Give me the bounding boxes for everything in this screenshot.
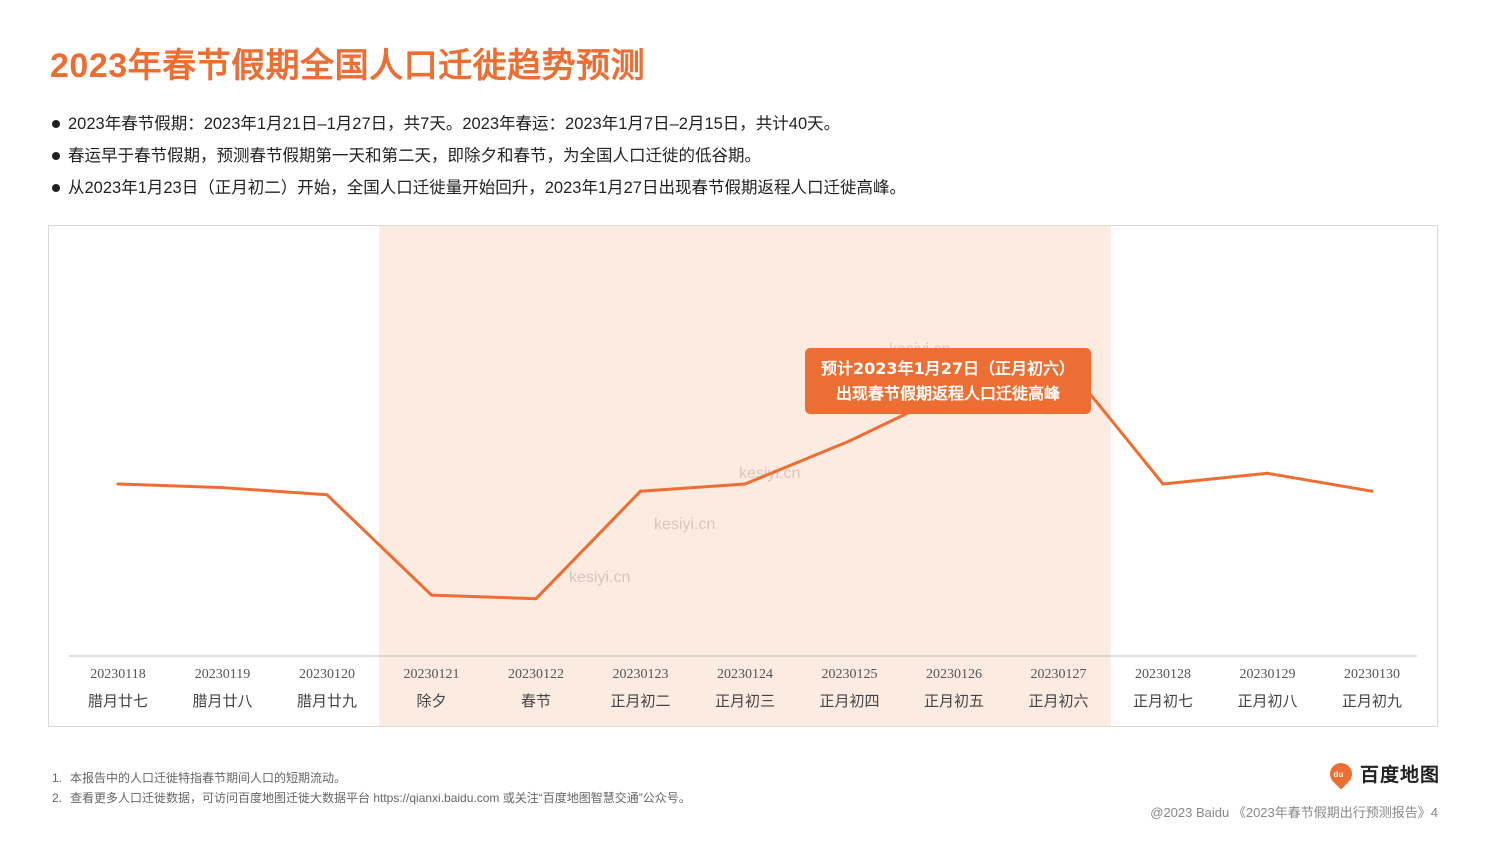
bullet-text: 春运早于春节假期，预测春节假期第一天和第二天，即除夕和春节，为全国人口迁徙的低谷…	[68, 147, 761, 165]
footnote-text: 本报告中的人口迁徙特指春节期间人口的短期流动。	[70, 771, 347, 785]
footnotes: 1. 本报告中的人口迁徙特指春节期间人口的短期流动。 2. 查看更多人口迁徙数据，可…	[52, 768, 691, 808]
baidu-map-logo: du 百度地图	[1325, 757, 1441, 790]
data-point	[848, 439, 851, 443]
holiday-highlight-band	[379, 226, 1111, 726]
x-tick-label-lunar: 正月初八	[1237, 692, 1297, 710]
logo-text: 百度地图	[1360, 765, 1441, 786]
bullet-item: 春运早于春节假期，预测春节假期第一天和第二天，即除夕和春节，为全国人口迁徙的低谷…	[52, 140, 906, 172]
x-tick-label-date: 20230121	[404, 667, 460, 682]
bullet-dot-icon	[52, 120, 60, 128]
x-tick-label-lunar: 正月初四	[819, 692, 879, 710]
copyright: @2023 Baidu 《2023年春节假期出行预测报告》4	[1150, 805, 1438, 820]
x-tick-label-date: 20230128	[1135, 667, 1191, 682]
x-tick-label-lunar: 正月初五	[924, 692, 984, 710]
chart-frame: kesiyi.cnkesiyi.cnkesiyi.cnkesiyi.cnkesi…	[48, 225, 1438, 727]
data-point	[221, 486, 224, 490]
watermark-text: kesiyi.cn	[654, 516, 715, 533]
bullet-text: 从2023年1月23日（正月初二）开始，全国人口迁徙量开始回升，2023年1月2…	[68, 179, 906, 197]
x-tick-label-lunar: 正月初六	[1028, 692, 1088, 710]
x-tick-label-date: 20230130	[1344, 667, 1400, 682]
x-tick-label-lunar: 腊月廿八	[192, 692, 252, 710]
data-point	[534, 597, 538, 601]
logo-mark-text: du	[1333, 769, 1344, 779]
data-point	[1266, 471, 1269, 475]
data-point	[639, 489, 642, 493]
x-tick-label-date: 20230120	[299, 667, 355, 682]
footnote-item: 1. 本报告中的人口迁徙特指春节期间人口的短期流动。	[52, 768, 691, 788]
footnote-number: 2.	[52, 791, 63, 805]
annotation-box	[805, 348, 1091, 414]
x-tick-label-lunar: 正月初七	[1133, 692, 1193, 710]
x-tick-label-date: 20230122	[508, 667, 564, 682]
data-point	[1370, 489, 1374, 493]
x-tick-label-date: 20230129	[1240, 667, 1296, 682]
x-tick-label-date: 20230127	[1031, 667, 1087, 682]
migration-trend-chart: kesiyi.cnkesiyi.cnkesiyi.cnkesiyi.cnkesi…	[69, 226, 1417, 726]
x-tick-label-lunar: 春节	[521, 692, 551, 710]
bullet-item: 2023年春节假期：2023年1月21日–1月27日，共7天。2023年春运：2…	[52, 108, 906, 140]
data-point	[325, 493, 329, 497]
footnote-text: 查看更多人口迁徙数据，可访问百度地图迁徙大数据平台 https://qianxi…	[70, 791, 691, 805]
x-tick-label-date: 20230118	[90, 667, 145, 682]
bullet-list: 2023年春节假期：2023年1月21日–1月27日，共7天。2023年春运：2…	[52, 108, 906, 204]
bullet-text: 2023年春节假期：2023年1月21日–1月27日，共7天。2023年春运：2…	[68, 115, 841, 133]
map-pin-icon: du	[1325, 757, 1357, 790]
x-tick-label-lunar: 正月初二	[610, 692, 670, 710]
x-tick-label-lunar: 腊月廿九	[297, 692, 357, 710]
bullet-dot-icon	[52, 184, 60, 192]
data-point	[1161, 482, 1165, 486]
x-tick-label-date: 20230126	[926, 667, 982, 682]
x-tick-label-date: 20230123	[613, 667, 669, 682]
annotation-text: 预计2023年1月27日（正月初六）	[821, 359, 1075, 378]
bullet-item: 从2023年1月23日（正月初二）开始，全国人口迁徙量开始回升，2023年1月2…	[52, 172, 906, 204]
page-title: 2023年春节假期全国人口迁徙趋势预测	[50, 47, 646, 85]
footnote-number: 1.	[52, 771, 63, 785]
x-tick-label-lunar: 正月初三	[715, 692, 775, 710]
data-point	[743, 482, 747, 486]
x-tick-label-date: 20230119	[195, 667, 250, 682]
x-tick-label-lunar: 腊月廿七	[88, 692, 148, 710]
annotation-pointer	[1049, 349, 1068, 414]
footnote-item: 2. 查看更多人口迁徙数据，可访问百度地图迁徙大数据平台 https://qian…	[52, 788, 691, 808]
data-point	[430, 593, 433, 597]
x-tick-label-date: 20230124	[717, 667, 773, 682]
x-tick-label-lunar: 正月初九	[1342, 692, 1402, 710]
annotation-text: 出现春节假期返程人口迁徙高峰	[836, 384, 1061, 403]
bullet-dot-icon	[52, 152, 60, 160]
x-tick-label-date: 20230125	[822, 667, 878, 682]
x-tick-label-lunar: 除夕	[416, 692, 446, 710]
watermark-text: kesiyi.cn	[569, 569, 630, 586]
data-point	[116, 482, 120, 486]
